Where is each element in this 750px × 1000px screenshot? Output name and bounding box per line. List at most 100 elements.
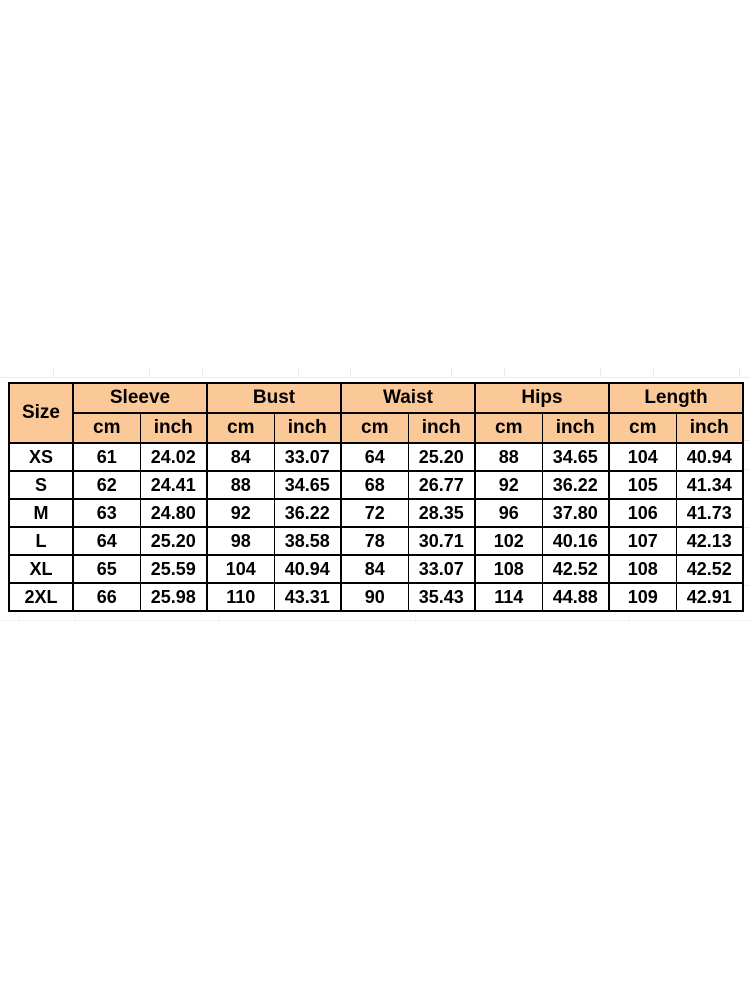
cell-size: M — [8, 498, 74, 528]
cell-waist-inch: 30.71 — [407, 526, 476, 556]
cell-hips-inch: 34.65 — [541, 442, 610, 472]
unit-label-cm: cm — [474, 412, 543, 444]
cell-waist-inch: 35.43 — [407, 582, 476, 612]
cell-bust-cm: 84 — [206, 442, 275, 472]
cell-bust-cm: 104 — [206, 554, 275, 584]
cell-length-inch: 40.94 — [675, 442, 744, 472]
cell-sleeve-cm: 62 — [72, 470, 141, 500]
cell-sleeve-inch: 25.20 — [139, 526, 208, 556]
unit-label-cm: cm — [206, 412, 275, 444]
cell-sleeve-cm: 66 — [72, 582, 141, 612]
cell-waist-cm: 90 — [340, 582, 409, 612]
gridline-artifact — [742, 585, 750, 586]
cell-length-inch: 42.52 — [675, 554, 744, 584]
size-chart-table: Size Sleeve Bust Waist Hips Length cm in… — [8, 382, 744, 612]
unit-label-cm: cm — [340, 412, 409, 444]
cell-bust-inch: 38.58 — [273, 526, 342, 556]
gridline-artifact — [202, 368, 203, 377]
gridline-artifact — [298, 368, 299, 377]
gridline-artifact — [653, 368, 654, 377]
unit-label-inch: inch — [675, 412, 744, 444]
cell-hips-cm: 88 — [474, 442, 543, 472]
gridline-artifact — [0, 377, 750, 378]
cell-sleeve-inch: 25.59 — [139, 554, 208, 584]
gridline-artifact — [218, 615, 219, 623]
cell-size: XL — [8, 554, 74, 584]
cell-length-cm: 105 — [608, 470, 677, 500]
cell-hips-inch: 37.80 — [541, 498, 610, 528]
header-group-bust: Bust — [206, 382, 342, 414]
cell-length-inch: 41.73 — [675, 498, 744, 528]
cell-length-cm: 104 — [608, 442, 677, 472]
unit-label-inch: inch — [273, 412, 342, 444]
gridline-artifact — [75, 615, 76, 623]
cell-sleeve-inch: 24.80 — [139, 498, 208, 528]
cell-hips-inch: 44.88 — [541, 582, 610, 612]
cell-bust-cm: 110 — [206, 582, 275, 612]
cell-length-cm: 106 — [608, 498, 677, 528]
cell-sleeve-cm: 61 — [72, 442, 141, 472]
cell-hips-inch: 36.22 — [541, 470, 610, 500]
cell-hips-cm: 96 — [474, 498, 543, 528]
gridline-artifact — [149, 368, 150, 377]
cell-sleeve-inch: 25.98 — [139, 582, 208, 612]
cell-waist-cm: 78 — [340, 526, 409, 556]
size-row-l: L 64 25.20 98 38.58 78 30.71 102 40.16 1… — [8, 526, 744, 556]
cell-bust-inch: 43.31 — [273, 582, 342, 612]
cell-length-cm: 109 — [608, 582, 677, 612]
gridline-artifact — [600, 368, 601, 377]
gridline-artifact — [742, 527, 750, 528]
header-group-hips: Hips — [474, 382, 610, 414]
cell-waist-cm: 68 — [340, 470, 409, 500]
cell-size: L — [8, 526, 74, 556]
cell-size: XS — [8, 442, 74, 472]
unit-label-cm: cm — [72, 412, 141, 444]
cell-length-inch: 42.13 — [675, 526, 744, 556]
cell-waist-cm: 84 — [340, 554, 409, 584]
gridline-artifact — [451, 368, 452, 377]
cell-hips-cm: 114 — [474, 582, 543, 612]
gridline-artifact — [742, 469, 750, 470]
unit-label-cm: cm — [608, 412, 677, 444]
cell-waist-cm: 64 — [340, 442, 409, 472]
cell-hips-cm: 92 — [474, 470, 543, 500]
unit-label-inch: inch — [407, 412, 476, 444]
cell-bust-cm: 98 — [206, 526, 275, 556]
cell-waist-cm: 72 — [340, 498, 409, 528]
header-row-units: cm inch cm inch cm inch cm inch cm inch — [9, 412, 744, 444]
gridline-artifact — [350, 368, 351, 377]
gridline-artifact — [628, 615, 629, 623]
cell-hips-inch: 42.52 — [541, 554, 610, 584]
cell-length-cm: 108 — [608, 554, 677, 584]
size-row-m: M 63 24.80 92 36.22 72 28.35 96 37.80 10… — [8, 498, 744, 528]
cell-bust-inch: 40.94 — [273, 554, 342, 584]
gridline-artifact — [0, 620, 750, 621]
cell-length-cm: 107 — [608, 526, 677, 556]
cell-waist-inch: 33.07 — [407, 554, 476, 584]
cell-sleeve-cm: 64 — [72, 526, 141, 556]
gridline-artifact — [53, 368, 54, 377]
cell-hips-cm: 108 — [474, 554, 543, 584]
cell-size: 2XL — [8, 582, 74, 612]
cell-length-inch: 42.91 — [675, 582, 744, 612]
size-row-2xl: 2XL 66 25.98 110 43.31 90 35.43 114 44.8… — [8, 582, 744, 612]
cell-length-inch: 41.34 — [675, 470, 744, 500]
cell-sleeve-inch: 24.41 — [139, 470, 208, 500]
header-row-groups: Size Sleeve Bust Waist Hips Length — [8, 382, 744, 444]
cell-sleeve-cm: 63 — [72, 498, 141, 528]
header-group-length: Length — [608, 382, 744, 414]
header-size: Size — [8, 382, 74, 444]
cell-bust-cm: 88 — [206, 470, 275, 500]
size-row-s: S 62 24.41 88 34.65 68 26.77 92 36.22 10… — [8, 470, 744, 500]
gridline-artifact — [19, 615, 20, 623]
gridline-artifact — [739, 368, 740, 377]
size-row-xs: XS 61 24.02 84 33.07 64 25.20 88 34.65 1… — [8, 442, 744, 472]
gridline-artifact — [504, 368, 505, 377]
unit-label-inch: inch — [541, 412, 610, 444]
cell-waist-inch: 28.35 — [407, 498, 476, 528]
cell-sleeve-inch: 24.02 — [139, 442, 208, 472]
cell-waist-inch: 25.20 — [407, 442, 476, 472]
header-group-sleeve: Sleeve — [72, 382, 208, 414]
cell-bust-inch: 33.07 — [273, 442, 342, 472]
cell-bust-inch: 36.22 — [273, 498, 342, 528]
